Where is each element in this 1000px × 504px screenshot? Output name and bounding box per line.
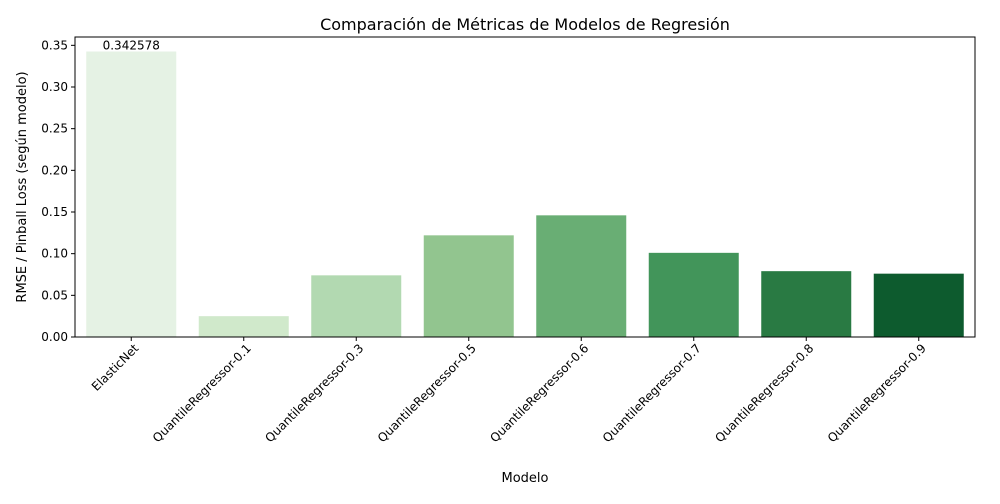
y-tick-label: 0.15 xyxy=(41,205,68,219)
bar xyxy=(761,271,852,337)
y-tick-label: 0.05 xyxy=(41,288,68,302)
y-tick-label: 0.10 xyxy=(41,247,68,261)
bar xyxy=(648,252,739,337)
x-tick-label: QuantileRegressor-0.9 xyxy=(825,341,929,445)
bar xyxy=(311,275,402,337)
x-tick-label: QuantileRegressor-0.1 xyxy=(150,341,254,445)
y-axis-label: RMSE / Pinball Loss (según modelo) xyxy=(15,71,30,302)
bars-layer xyxy=(86,51,964,337)
x-axis-label: Modelo xyxy=(502,471,549,486)
y-tick-label: 0.35 xyxy=(41,38,68,52)
bar xyxy=(536,215,627,337)
data-labels: 0.342578 xyxy=(103,39,160,53)
chart-title: Comparación de Métricas de Modelos de Re… xyxy=(320,15,730,34)
y-tick-label: 0.00 xyxy=(41,330,68,344)
y-tick-label: 0.20 xyxy=(41,163,68,177)
y-axis: 0.00 0.05 0.10 0.15 0.20 0.25 0.30 0.35 xyxy=(41,38,75,344)
y-tick-label: 0.25 xyxy=(41,122,68,136)
x-tick-label: QuantileRegressor-0.3 xyxy=(262,341,366,445)
x-tick-label: QuantileRegressor-0.8 xyxy=(712,341,816,445)
bar-value-label: 0.342578 xyxy=(103,39,160,53)
bar xyxy=(86,51,177,337)
x-axis: ElasticNet QuantileRegressor-0.1 QuantileR… xyxy=(89,337,929,445)
bar xyxy=(873,273,964,337)
y-tick-label: 0.30 xyxy=(41,80,68,94)
x-tick-label: QuantileRegressor-0.5 xyxy=(375,341,479,445)
x-tick-label: QuantileRegressor-0.7 xyxy=(600,341,704,445)
bar xyxy=(198,316,289,337)
plot-frame xyxy=(74,36,976,338)
x-tick-label: QuantileRegressor-0.6 xyxy=(487,341,591,445)
bar xyxy=(423,235,514,337)
x-tick-label: ElasticNet xyxy=(89,341,142,394)
